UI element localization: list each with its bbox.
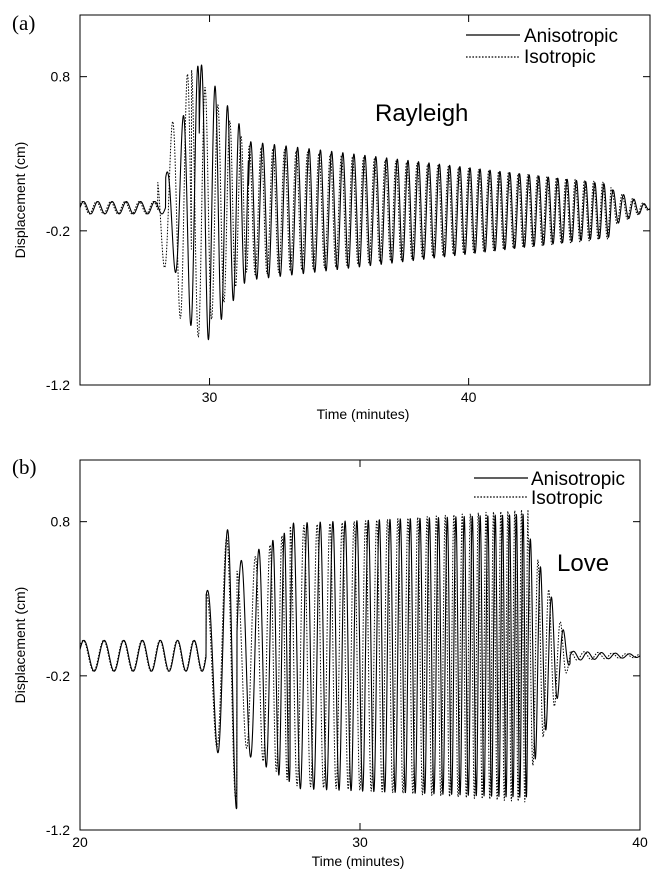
panel-a-axes: 30 40 0.8 -0.2 -1.2 <box>46 15 650 405</box>
panel-b-series <box>79 509 641 810</box>
panel-a-series-anisotropic-line <box>79 64 651 341</box>
panel-a-ytick-label: 0.8 <box>51 69 71 85</box>
panel-b-axes: 20 30 40 0.8 -0.2 -1.2 <box>46 460 648 850</box>
panel-b-xtick-label: 20 <box>72 834 88 850</box>
panel-a-label: (a) <box>12 11 35 35</box>
panel-a-ytick-label: -0.2 <box>46 223 70 239</box>
panel-b-xlabel: Time (minutes) <box>312 853 405 869</box>
panel-b-series-anisotropic-line <box>79 513 641 810</box>
panel-a-annotation: Rayleigh <box>375 100 468 127</box>
panel-b-legend: Anisotropic Isotropic <box>474 469 625 509</box>
panel-a-xlabel: Time (minutes) <box>317 406 410 422</box>
panel-a-legend-isotropic: Isotropic <box>524 47 596 68</box>
panel-b: (b) 20 30 40 0.8 -0.2 -1.2 Love Anisotropic I… <box>12 455 648 869</box>
panel-b-annotation: Love <box>557 550 609 577</box>
panel-a-series <box>79 64 651 341</box>
panel-a: (a) 30 40 0.8 -0.2 -1.2 Rayleigh Anisotropic… <box>12 11 651 422</box>
panel-a-xtick-label: 30 <box>202 389 218 405</box>
panel-a-legend-anisotropic: Anisotropic <box>524 26 618 47</box>
panel-a-ylabel: Displacement (cm) <box>12 142 28 259</box>
panel-b-ytick-label: 0.8 <box>51 514 71 530</box>
panel-b-legend-isotropic: Isotropic <box>531 488 603 509</box>
panel-b-legend-anisotropic: Anisotropic <box>531 469 625 490</box>
panel-a-legend: Anisotropic Isotropic <box>466 26 618 68</box>
panel-b-ylabel: Displacement (cm) <box>12 587 28 704</box>
panel-a-ytick-label: -1.2 <box>46 377 70 393</box>
panel-b-label: (b) <box>12 455 37 479</box>
panel-a-series-isotropic-line <box>79 69 651 338</box>
panel-a-frame <box>79 14 651 386</box>
panel-b-ytick-label: -1.2 <box>46 822 70 838</box>
panel-b-ytick-label: -0.2 <box>46 668 70 684</box>
panel-b-xtick-label: 40 <box>632 834 648 850</box>
panel-a-xtick-label: 40 <box>461 389 477 405</box>
panel-b-xtick-label: 30 <box>352 834 368 850</box>
panel-b-series-isotropic-line <box>79 509 641 803</box>
